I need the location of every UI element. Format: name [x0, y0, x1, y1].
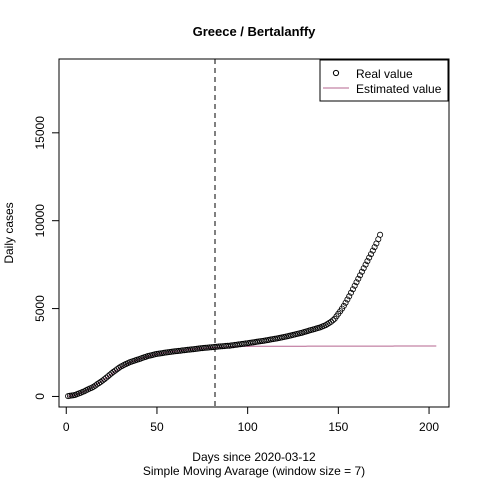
x-tick-label: 150: [328, 420, 348, 434]
real-value-point: [328, 318, 335, 325]
real-value-point: [360, 265, 367, 272]
x-tick-label: 200: [419, 420, 439, 434]
y-tick-label: 10000: [33, 204, 47, 238]
real-value-point: [329, 317, 336, 324]
real-value-point: [369, 247, 376, 254]
real-value-point: [101, 376, 108, 383]
real-value-point: [342, 299, 349, 306]
y-tick-label: 15000: [33, 116, 47, 150]
real-value-point: [346, 293, 353, 300]
real-value-point: [371, 244, 378, 251]
x-axis-label: Days since 2020-03-12: [192, 450, 316, 464]
real-value-point: [349, 286, 356, 293]
real-value-point: [364, 258, 371, 265]
y-axis-label: Daily cases: [2, 202, 16, 263]
chart-title: Greece / Bertalanffy: [193, 24, 317, 39]
y-tick-label: 5000: [33, 295, 47, 322]
real-value-point: [340, 302, 347, 309]
legend-real-label: Real value: [356, 67, 413, 81]
legend: Real value Estimated value: [319, 59, 449, 102]
chart-subtitle: Simple Moving Avarage (window size = 7): [143, 464, 365, 478]
real-value-point: [353, 279, 360, 286]
legend-box: [319, 59, 449, 102]
real-value-point: [366, 254, 373, 261]
y-axis: 0 5000 10000 15000: [33, 116, 60, 400]
real-value-point: [257, 338, 264, 345]
real-value-point: [377, 231, 384, 238]
x-axis: 0 50 100 150 200: [63, 406, 439, 434]
legend-real-symbol: [332, 69, 340, 77]
real-value-point: [355, 275, 362, 282]
x-tick-label: 0: [63, 420, 70, 434]
x-tick-label: 50: [150, 420, 164, 434]
plot-area: [65, 59, 437, 407]
real-value-point: [344, 296, 351, 303]
real-value-point: [362, 261, 369, 268]
real-value-point: [105, 373, 112, 380]
real-value-point: [367, 251, 374, 258]
real-value-point: [351, 282, 358, 289]
y-tick-label: 0: [33, 393, 47, 400]
real-value-point: [242, 340, 249, 347]
real-value-point: [358, 268, 365, 275]
real-value-point: [99, 377, 106, 384]
legend-estimated-label: Estimated value: [356, 82, 442, 96]
real-value-point: [103, 374, 110, 381]
x-tick-label: 100: [238, 420, 258, 434]
real-value-point: [357, 272, 364, 279]
real-value-point: [347, 289, 354, 296]
